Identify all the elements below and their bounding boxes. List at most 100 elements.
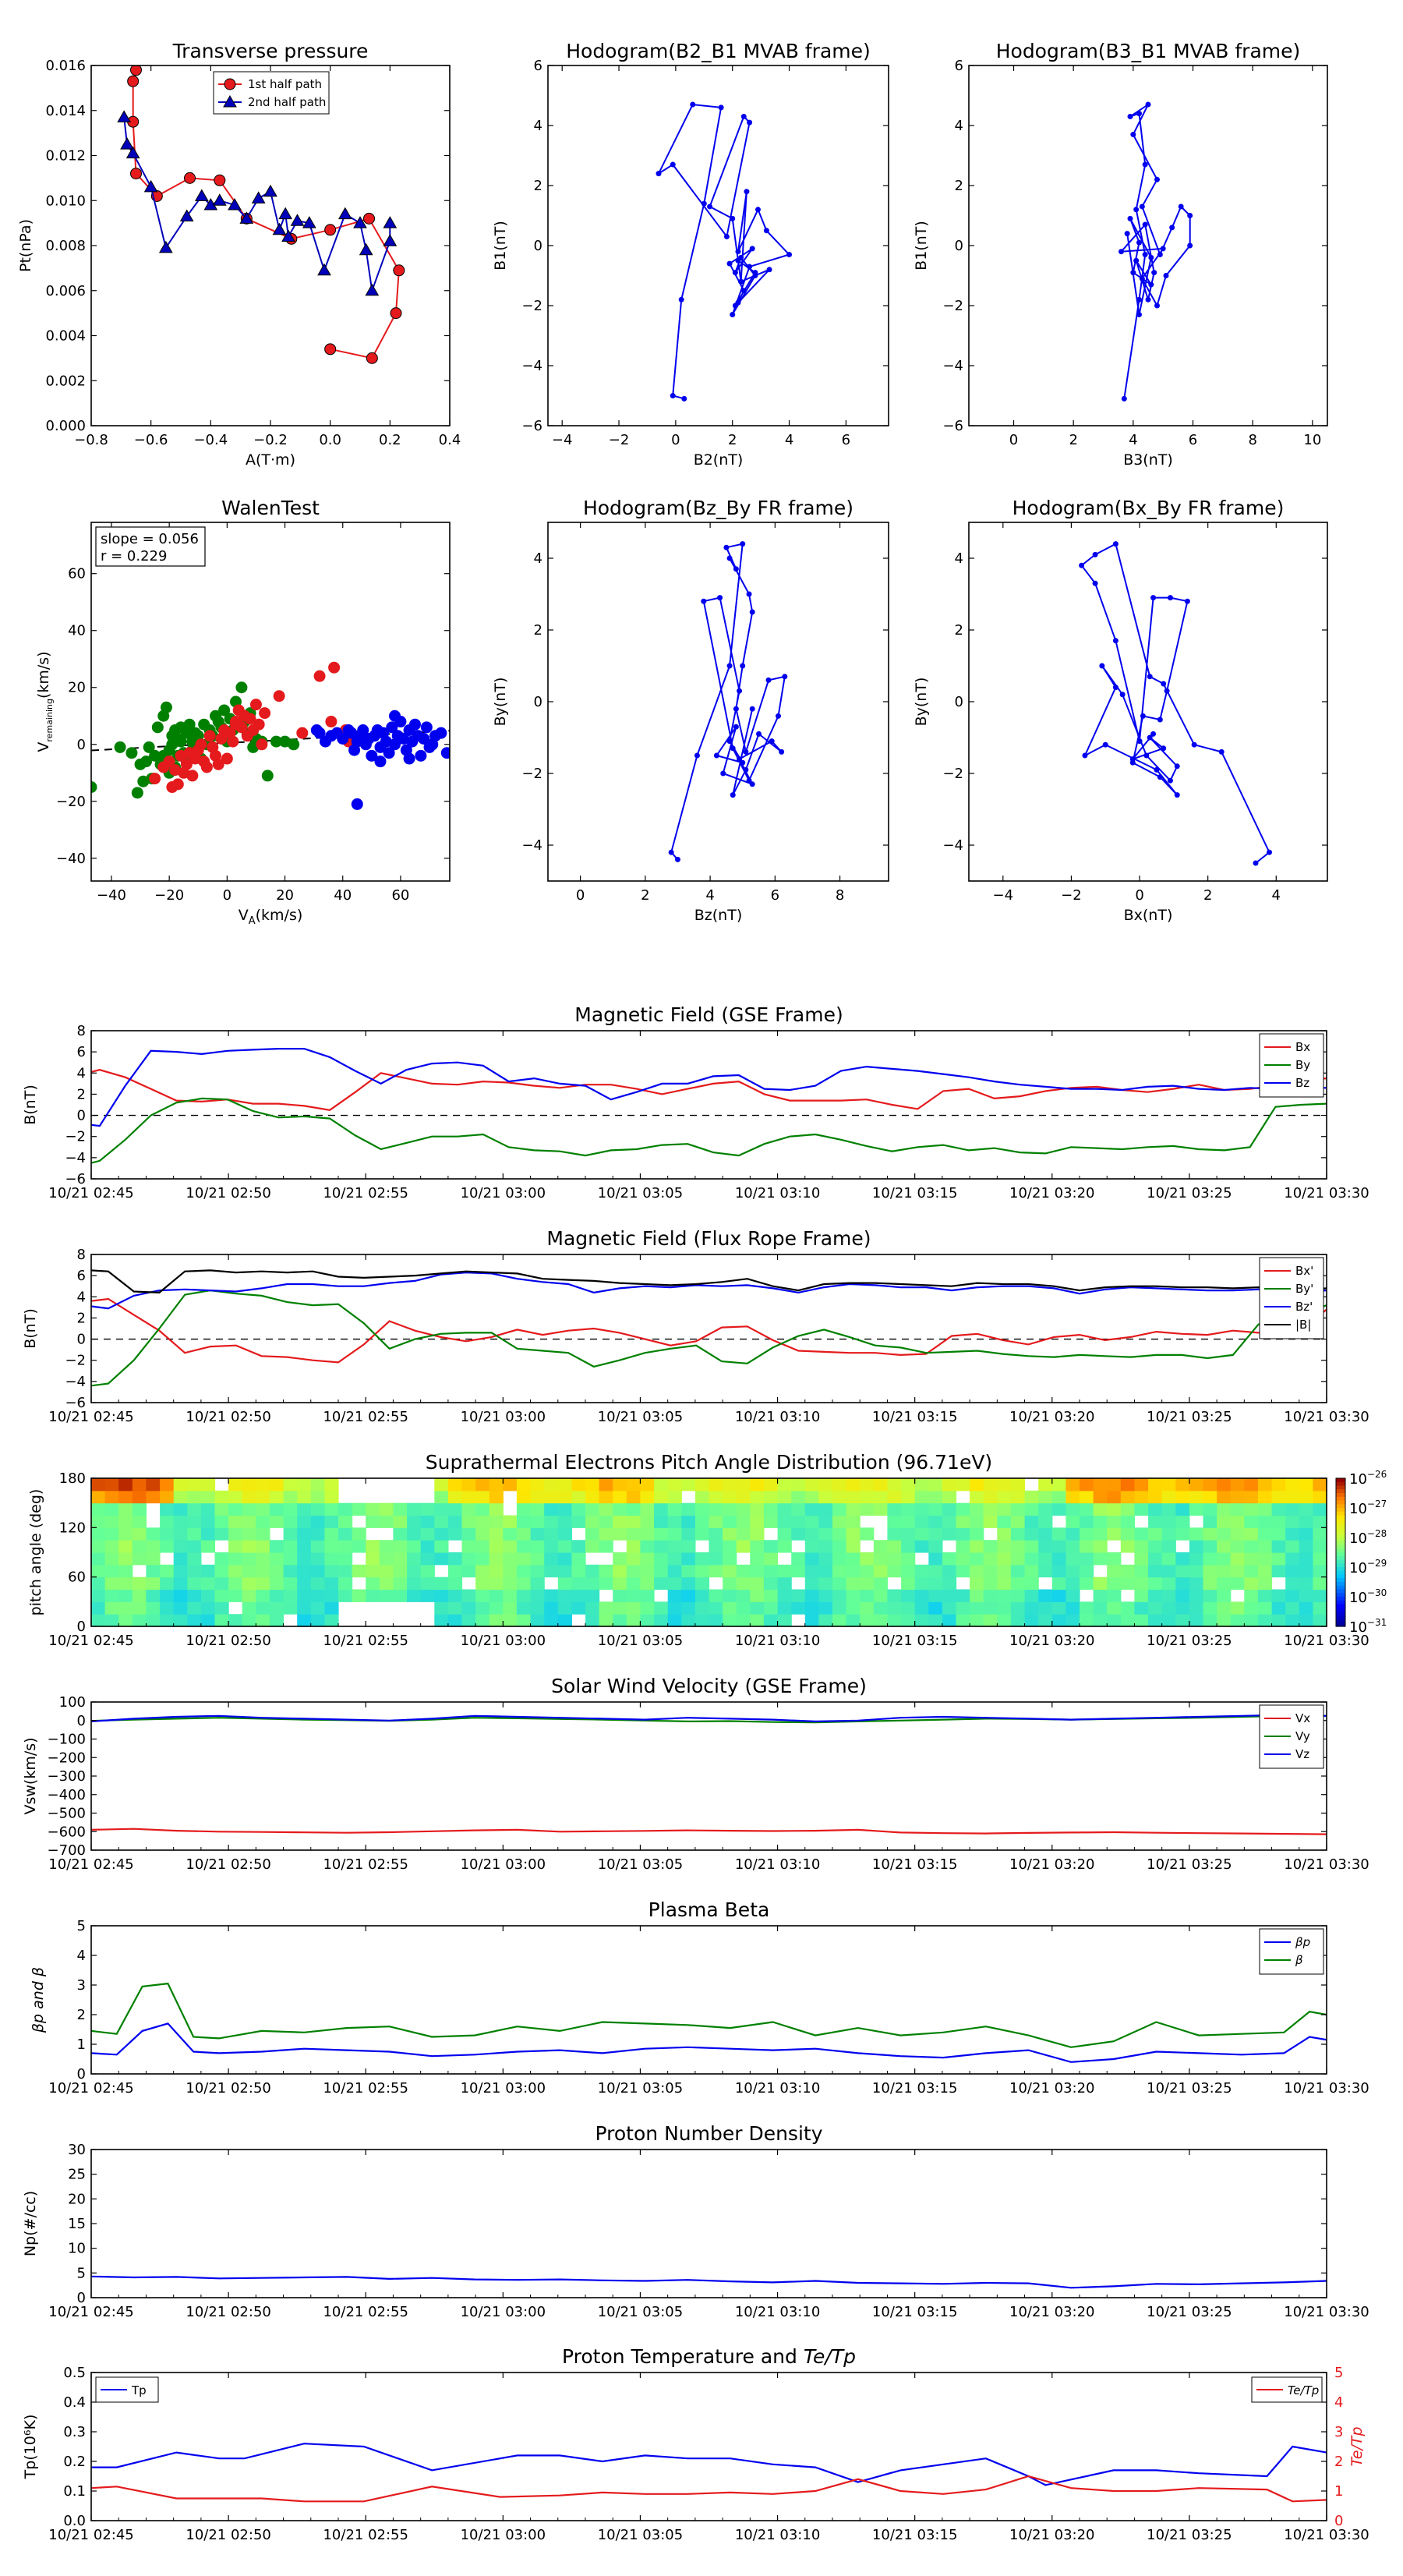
hodo4-series-0-point	[1267, 849, 1273, 855]
pad-cell	[1203, 1515, 1217, 1528]
pad-cell	[200, 1589, 216, 1602]
pad-cell	[530, 1589, 545, 1602]
walen-series-1-point	[163, 755, 175, 768]
pad-cell	[860, 1552, 875, 1566]
pad-cell	[118, 1478, 133, 1491]
pad-cell	[1038, 1527, 1053, 1541]
pad-cell	[516, 1552, 532, 1566]
pad-cell	[324, 1527, 339, 1541]
temp-legend-right-label: Te/Tp	[1288, 2383, 1319, 2397]
pad-cell	[434, 1576, 449, 1591]
pad-cell	[132, 1490, 147, 1504]
pad-cell	[654, 1502, 669, 1516]
pad-cell	[1107, 1490, 1122, 1504]
vsw-xtick-label: 10/21 02:55	[323, 1856, 408, 1873]
hodo3-ytick-label: −2	[521, 766, 542, 782]
pad-cell	[571, 1478, 586, 1491]
pad-cell	[571, 1540, 586, 1553]
beta-xtick-label: 10/21 03:00	[461, 2080, 546, 2097]
pad-cell	[763, 1552, 779, 1566]
pad-cell	[942, 1589, 957, 1602]
pad-cell	[173, 1552, 188, 1566]
pad-cell	[352, 1527, 366, 1541]
hodo1-data	[656, 101, 793, 402]
temp-ytick-label: 0.0	[63, 2513, 86, 2529]
pad-cell	[503, 1576, 518, 1591]
hodo4-series-0-point	[1147, 734, 1153, 741]
hodo4-series-0-point	[1164, 688, 1170, 694]
pad-cell	[694, 1478, 710, 1491]
pad-cell	[804, 1527, 819, 1541]
pad-cell	[763, 1589, 779, 1602]
hodo2-ytick-label: −4	[942, 358, 963, 374]
pad-cell	[146, 1601, 161, 1615]
pad-cell	[804, 1502, 819, 1516]
beta-ylabel: βp and β	[30, 1967, 47, 2033]
pad-cell	[214, 1515, 229, 1528]
pad-cell	[366, 1552, 380, 1566]
pad-cell	[118, 1614, 133, 1627]
pad-cell	[1024, 1614, 1039, 1627]
pad-cell	[1080, 1502, 1094, 1516]
pad-cell	[1107, 1527, 1122, 1541]
pad-cell	[489, 1478, 504, 1491]
pad-cell	[420, 1576, 435, 1591]
mag_gse-xtick-label: 10/21 03:05	[598, 1185, 683, 1201]
pad-cell	[1038, 1614, 1053, 1627]
pad-cell	[1024, 1601, 1039, 1615]
pad-cell	[983, 1601, 998, 1615]
pad-cell	[997, 1564, 1012, 1578]
walen-xlabel: VA(km/s)	[239, 907, 303, 927]
tp-series-1-point	[290, 214, 305, 226]
hodo2-series-0-point	[1136, 239, 1142, 246]
pad-cell	[1134, 1527, 1149, 1541]
pad-cell	[956, 1478, 970, 1491]
pad-cell	[1299, 1490, 1313, 1504]
pad-cell	[1051, 1540, 1066, 1553]
pad-cell	[846, 1564, 861, 1578]
pad-cell	[1051, 1564, 1066, 1578]
pad-cell	[1244, 1527, 1259, 1541]
pad-colorbar-step	[1336, 1493, 1345, 1498]
mag_fr-xtick-label: 10/21 03:30	[1284, 1409, 1369, 1425]
pad-cell	[846, 1502, 861, 1516]
vsw-ytick-label: −100	[48, 1732, 86, 1748]
pad-cell	[393, 1564, 408, 1578]
pad-cell	[214, 1564, 229, 1578]
hodo2-ytick-label: 0	[955, 238, 963, 254]
pad-cell	[297, 1601, 312, 1615]
pad-cell	[832, 1552, 847, 1566]
pad-cell	[132, 1614, 147, 1627]
pad-cell	[914, 1576, 929, 1591]
pad-cell	[269, 1614, 284, 1627]
pad-cell	[1203, 1478, 1217, 1491]
pad-cell	[228, 1614, 243, 1627]
pad-cell	[187, 1552, 202, 1566]
pad-cell	[1230, 1527, 1245, 1541]
pad-cell	[214, 1589, 229, 1602]
pad-cell	[379, 1515, 394, 1528]
pad-cell	[338, 1515, 353, 1528]
pad-cell	[818, 1502, 833, 1516]
walen-series-1-point	[195, 738, 207, 751]
walen-series-0-point	[218, 704, 231, 717]
pad-cell	[1257, 1589, 1273, 1602]
hodo3-series-0-point	[733, 706, 739, 712]
hodo1-series-0-point	[786, 252, 793, 258]
pad-cell	[804, 1540, 819, 1553]
pad-cell	[1038, 1601, 1053, 1615]
beta-data	[91, 1982, 1327, 2063]
pad-cell	[324, 1515, 339, 1528]
pad-cell	[1230, 1478, 1245, 1491]
temp-legend-left-label: Tp	[131, 2383, 147, 2397]
pad-cell	[118, 1490, 133, 1504]
pad-cell	[530, 1515, 545, 1528]
pad-cell	[1051, 1589, 1066, 1602]
hodo3-series-0-point	[723, 544, 730, 550]
hodo2-ytick-label: 4	[955, 118, 963, 134]
pad-cell	[557, 1601, 572, 1615]
pad-cell	[146, 1478, 161, 1491]
pad-cell	[461, 1589, 476, 1602]
pad-cell	[187, 1540, 202, 1553]
pad-cell	[489, 1614, 504, 1627]
